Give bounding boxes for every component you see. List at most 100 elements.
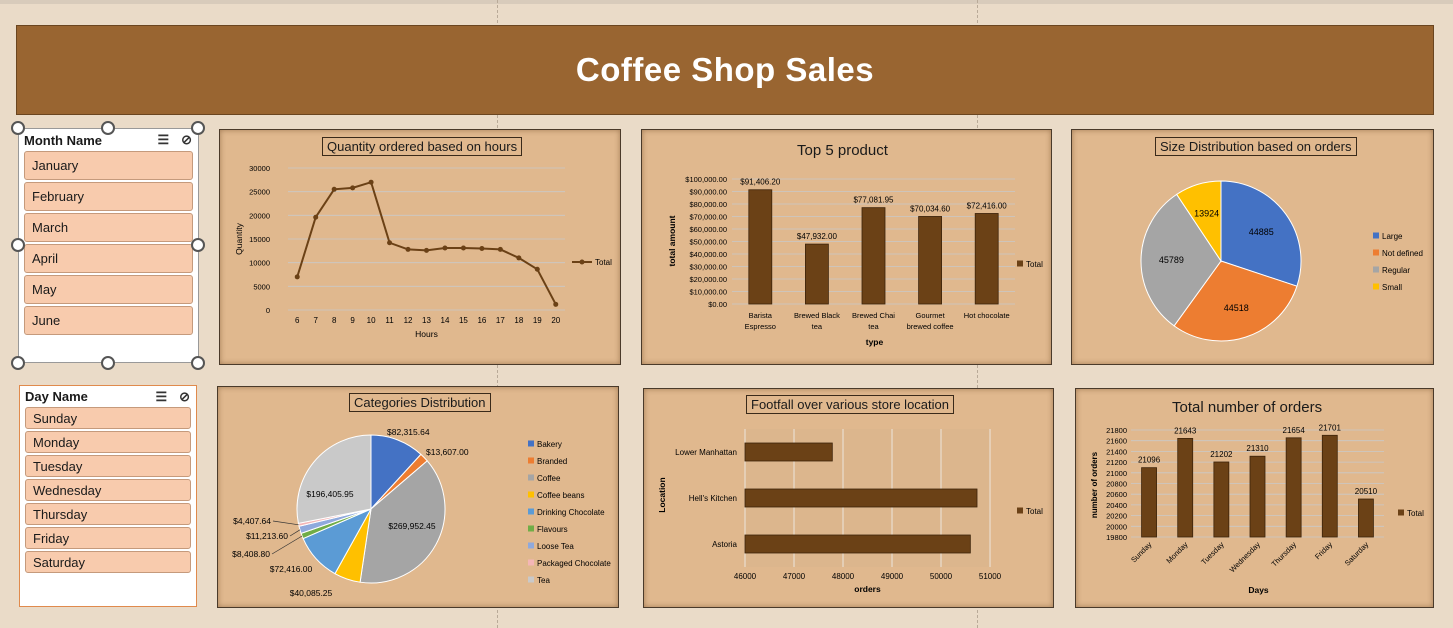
day-slicer[interactable]: Day Name ☰ ⊘ Sunday Monday Tuesday Wednesda…	[19, 385, 197, 607]
day-slicer-item-wednesday[interactable]: Wednesday	[25, 479, 191, 501]
resize-handle[interactable]	[11, 238, 25, 252]
legend-bakery-label: Bakery	[537, 440, 562, 449]
data-point	[405, 246, 411, 252]
y-tick-label: 21800	[1106, 426, 1127, 435]
bar	[1249, 455, 1266, 538]
bar	[1321, 434, 1338, 538]
footfall-chart-panel[interactable]: 46000 47000 48000 49000 50000 51000 Lower Manh…	[643, 388, 1054, 608]
data-label: $70,034.60	[910, 204, 951, 213]
legend-total-label: Total	[1026, 260, 1043, 269]
multi-select-icon[interactable]: ☰	[155, 388, 168, 404]
month-slicer-item-april[interactable]: April	[24, 244, 193, 273]
clear-filter-icon[interactable]: ⊘	[179, 388, 190, 404]
month-slicer-item-march[interactable]: March	[24, 213, 193, 242]
data-label: 13924	[1194, 209, 1219, 219]
x-tick-label: tea	[812, 322, 823, 331]
categories-chart-panel[interactable]: $82,315.64 $13,607.00 $269,952.45 $40,085.2…	[217, 386, 619, 608]
leader-line	[271, 535, 303, 555]
legend-bakery-swatch	[528, 440, 534, 447]
legend-drinking-chocolate-swatch	[528, 508, 534, 515]
x-tick-label: 9	[350, 316, 355, 325]
legend-large-swatch	[1373, 232, 1379, 239]
data-label: $72,416.00	[270, 564, 313, 574]
bar	[1285, 437, 1302, 538]
legend-loose-tea-swatch	[528, 542, 534, 549]
bar	[748, 189, 773, 305]
y-tick-label: 0	[266, 306, 270, 315]
data-point	[516, 255, 522, 261]
data-label: $40,085.25	[290, 588, 333, 598]
y-tick-label: Astoria	[712, 540, 737, 549]
y-tick-label: 20200	[1106, 512, 1127, 521]
month-slicer-item-june[interactable]: June	[24, 306, 193, 335]
y-tick-label: $80,000.00	[689, 200, 727, 209]
data-label: $8,408.80	[232, 549, 270, 559]
y-tick-label: 20400	[1106, 501, 1127, 510]
y-tick-label: 21400	[1106, 447, 1127, 456]
x-tick-label: brewed coffee	[907, 322, 954, 331]
data-point	[331, 186, 337, 192]
y-axis-title: number of orders	[1090, 451, 1099, 518]
x-axis-title: type	[866, 337, 884, 347]
legend-total-label: Total	[1407, 509, 1424, 518]
data-point	[368, 179, 374, 185]
day-slicer-item-thursday[interactable]: Thursday	[25, 503, 191, 525]
bar	[1358, 498, 1374, 538]
legend-total-label: Total	[1026, 507, 1043, 516]
month-slicer-item-january[interactable]: January	[24, 151, 193, 180]
day-slicer-item-monday[interactable]: Monday	[25, 431, 191, 453]
x-tick-label: 6	[295, 316, 300, 325]
legend-tea-swatch	[528, 576, 534, 583]
multi-select-icon[interactable]: ☰	[157, 132, 170, 147]
legend-flavours-label: Flavours	[537, 525, 568, 534]
month-slicer-item-may[interactable]: May	[24, 275, 193, 304]
resize-handle[interactable]	[191, 121, 205, 135]
resize-handle[interactable]	[101, 356, 115, 370]
clear-filter-icon[interactable]: ⊘	[181, 132, 192, 147]
bar	[974, 213, 999, 305]
data-point	[534, 266, 540, 272]
y-tick-label: 10000	[249, 259, 270, 268]
y-tick-label: $70,000.00	[689, 213, 727, 222]
data-label: $11,213.60	[246, 531, 288, 541]
day-slicer-item-tuesday[interactable]: Tuesday	[25, 455, 191, 477]
data-label: 21096	[1138, 456, 1161, 465]
month-slicer-item-february[interactable]: February	[24, 182, 193, 211]
day-slicer-item-sunday[interactable]: Sunday	[25, 407, 191, 429]
y-axis-title: total amount	[667, 215, 677, 266]
data-label: 45789	[1159, 255, 1184, 265]
data-label: $196,405.95	[306, 489, 354, 499]
footfall-chart-title: Footfall over various store location	[746, 395, 954, 414]
top5-chart-title: Top 5 product	[797, 142, 888, 159]
y-tick-label: 20800	[1106, 480, 1127, 489]
x-tick-label: 16	[477, 316, 486, 325]
orders-chart-panel[interactable]: 19800 20000 20200 20400 20600 20800 21000 21200…	[1075, 388, 1434, 608]
resize-handle[interactable]	[191, 238, 205, 252]
resize-handle[interactable]	[191, 356, 205, 370]
day-slicer-item-saturday[interactable]: Saturday	[25, 551, 191, 573]
x-axis-title: Hours	[415, 329, 438, 339]
size-chart-panel[interactable]: 44885 44518 45789 13924 Large Not defined Regu…	[1071, 129, 1434, 365]
legend-packaged-chocolate-label: Packaged Chocolate	[537, 559, 611, 568]
legend-regular-label: Regular	[1382, 266, 1410, 275]
month-slicer[interactable]: Month Name ☰ ⊘ January February March April…	[18, 128, 199, 363]
y-tick-label: 20600	[1106, 490, 1127, 499]
legend-total-swatch	[1017, 260, 1023, 267]
x-tick-label: 13	[422, 316, 431, 325]
legend-total-swatch	[1017, 507, 1023, 514]
resize-handle[interactable]	[101, 121, 115, 135]
y-tick-label: $0.00	[708, 300, 727, 309]
legend-not-defined-swatch	[1373, 249, 1379, 256]
day-slicer-item-friday[interactable]: Friday	[25, 527, 191, 549]
leader-line	[272, 520, 299, 526]
y-tick-label: $20,000.00	[689, 275, 727, 284]
data-label: 21202	[1210, 450, 1233, 459]
data-label: 21310	[1246, 444, 1269, 453]
top5-chart-panel[interactable]: $0.00 $10,000.00 $20,000.00 $30,000.00 $40,0…	[641, 129, 1052, 365]
resize-handle[interactable]	[11, 121, 25, 135]
category-slice-tea	[296, 434, 372, 524]
leader-line	[289, 529, 301, 537]
hours-chart-panel[interactable]: 0 5000 10000 15000 20000 25000 30000 6 7 8 9 10 11 12…	[219, 129, 621, 365]
resize-handle[interactable]	[11, 356, 25, 370]
